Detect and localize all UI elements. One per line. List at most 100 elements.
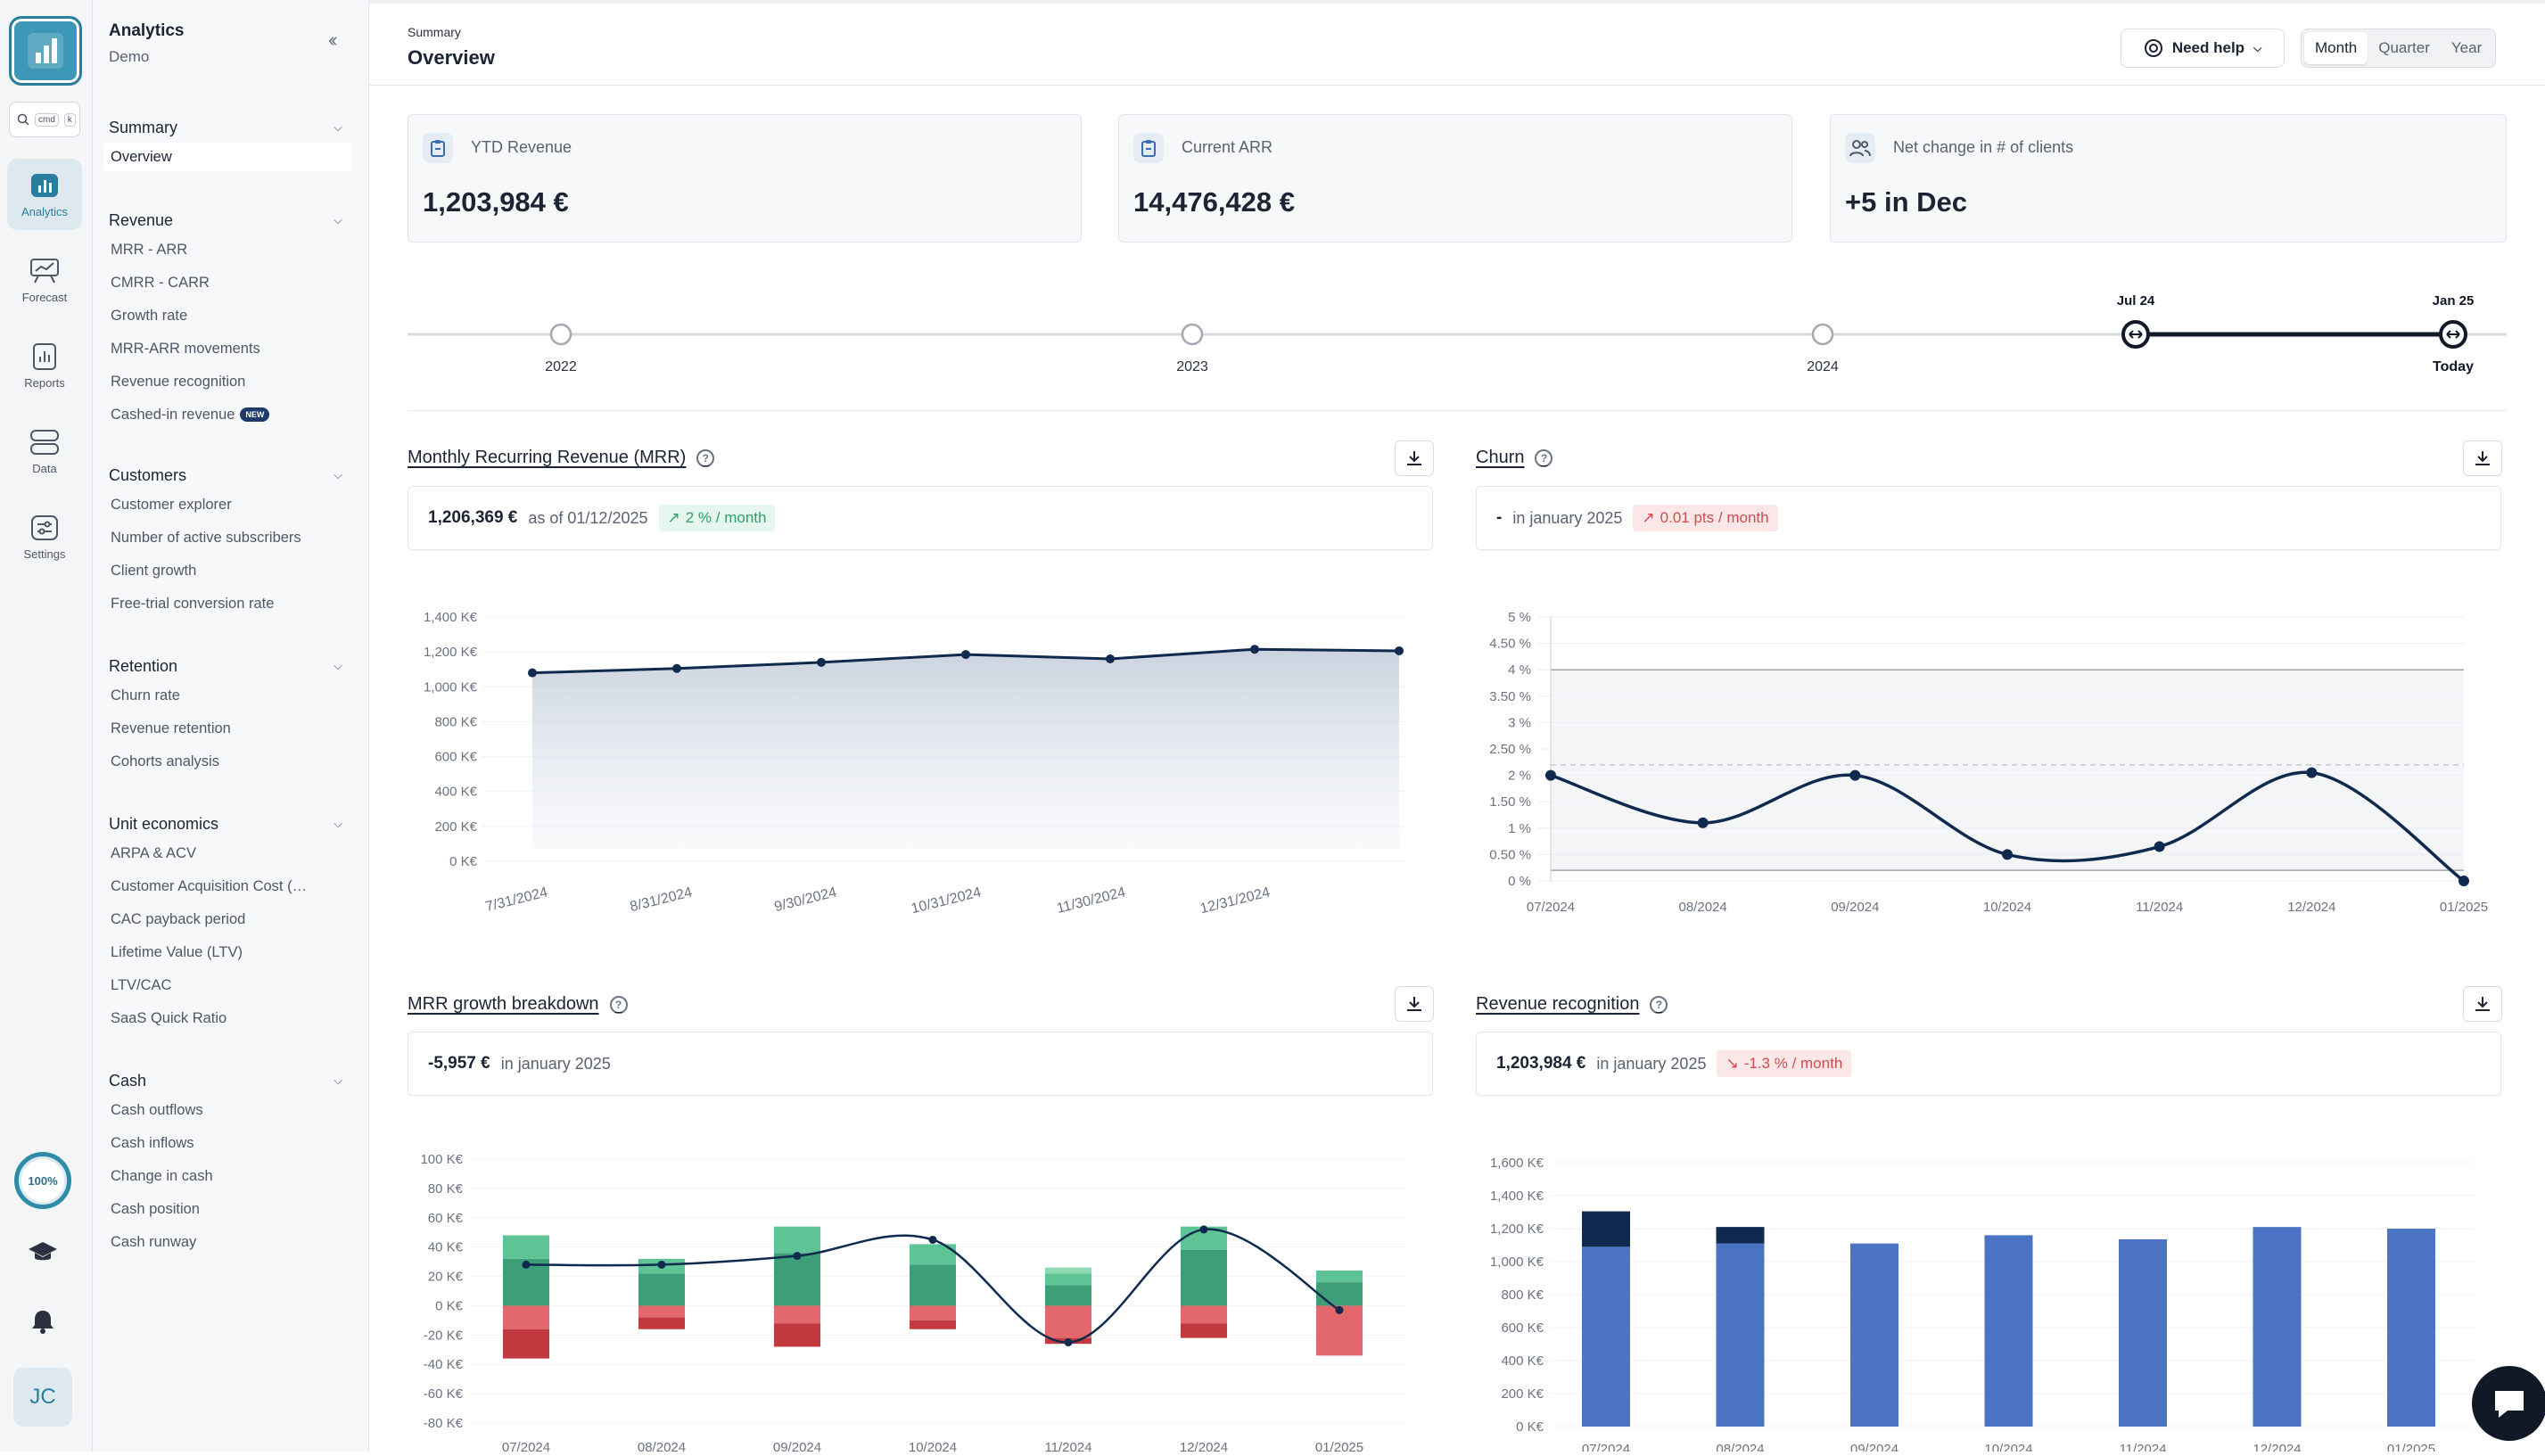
help-circle-icon[interactable]: ?	[609, 995, 628, 1014]
period-quarter[interactable]: Quarter	[2378, 39, 2430, 56]
nav-item[interactable]: Free-trial conversion rate	[111, 596, 275, 612]
kpi-ytd-revenue: YTD Revenue 1,203,984 €	[408, 114, 1082, 243]
app-logo[interactable]	[9, 16, 82, 86]
nav-item[interactable]: Cash inflows	[111, 1135, 194, 1151]
nav-item[interactable]: Change in cash	[111, 1168, 213, 1184]
download-button[interactable]	[2463, 440, 2502, 476]
churn-card-title[interactable]: Churn?	[1476, 448, 1553, 468]
nav-section-header[interactable]: Retention ⌵	[109, 656, 342, 675]
nav-item[interactable]: Cash outflows	[111, 1102, 203, 1118]
rail-item-data[interactable]: Data	[7, 415, 82, 487]
timeline-year-2022[interactable]: 2022	[545, 323, 577, 374]
download-button[interactable]	[2463, 986, 2502, 1022]
breadcrumb[interactable]: Summary	[408, 25, 461, 39]
kpi-label: Current ARR	[1182, 138, 1273, 156]
need-help-button[interactable]: Need help ⌵	[2121, 29, 2285, 68]
nav-item[interactable]: Revenue recognition	[111, 374, 246, 390]
rail-item-settings[interactable]: Settings	[7, 501, 82, 572]
nav-item[interactable]: Growth rate	[111, 308, 188, 324]
y-tick-label: -20 K€	[424, 1328, 464, 1343]
chat-button[interactable]	[2472, 1366, 2545, 1441]
nav-item[interactable]: Cash runway	[111, 1234, 197, 1250]
churn-period: in january 2025	[1512, 508, 1623, 527]
workspace-name: Demo	[109, 48, 150, 65]
rail-item-forecast[interactable]: Forecast	[7, 244, 82, 316]
bar-segment	[2387, 1229, 2435, 1427]
nav-section-header[interactable]: Revenue ⌵	[109, 210, 342, 229]
kpi-current-arr: Current ARR 14,476,428 €	[1118, 114, 1792, 243]
nav-item[interactable]: Number of active subscribers	[111, 530, 301, 546]
kpi-label: Net change in # of clients	[1893, 138, 2074, 156]
net-point	[657, 1260, 666, 1269]
revrec-card-title[interactable]: Revenue recognition?	[1476, 994, 1668, 1015]
report-icon	[29, 342, 60, 371]
growth-value: -5,957 €	[428, 1054, 490, 1073]
mrr-card-title[interactable]: Monthly Recurring Revenue (MRR)?	[408, 448, 715, 468]
period-month[interactable]: Month	[2304, 32, 2368, 64]
nav-item[interactable]: Lifetime Value (LTV)	[111, 944, 243, 960]
nav-item[interactable]: SaaS Quick Ratio	[111, 1010, 227, 1026]
nav-item[interactable]: CMRR - CARR	[111, 275, 210, 291]
growth-card-title[interactable]: MRR growth breakdown?	[408, 994, 628, 1015]
nav-section-header[interactable]: Unit economics ⌵	[109, 814, 342, 833]
nav-item[interactable]: Revenue retention	[111, 720, 231, 736]
y-tick-label: 0.50 %	[1489, 847, 1531, 862]
nav-item[interactable]: Cash position	[111, 1201, 200, 1217]
command-search[interactable]: cmd k	[9, 102, 80, 137]
help-circle-icon[interactable]: ?	[1535, 448, 1553, 467]
x-tick-label: 11/2024	[1044, 1440, 1091, 1452]
chevron-down-icon: ⌵	[334, 120, 342, 134]
nav-section-header[interactable]: Summary ⌵	[109, 118, 342, 136]
kpi-value: +5 in Dec	[1845, 186, 1967, 218]
help-circle-icon[interactable]: ?	[696, 448, 715, 467]
nav-item-cashed-in-revenue[interactable]: Cashed-in revenue NEW	[109, 399, 351, 432]
nav-item-overview[interactable]: Overview	[103, 143, 351, 171]
chevron-down-icon: ⌵	[2253, 41, 2262, 54]
nav-item[interactable]: Customer explorer	[111, 497, 232, 513]
collapse-sidebar-icon[interactable]: ‹‹	[328, 29, 337, 51]
download-button[interactable]	[1395, 440, 1434, 476]
churn-point	[1545, 769, 1556, 781]
y-tick-label: -40 K€	[424, 1357, 464, 1372]
download-button[interactable]	[1395, 986, 1434, 1022]
mrr-as-of: as of 01/12/2025	[528, 508, 648, 527]
timeline-year-2023[interactable]: 2023	[1176, 323, 1208, 374]
nav-item[interactable]: Churn rate	[111, 687, 180, 703]
bell-icon[interactable]	[14, 1293, 71, 1350]
timeline-year-2024[interactable]: 2024	[1807, 323, 1839, 374]
y-tick-label: 1 %	[1508, 821, 1531, 836]
timeline-end-handle[interactable]: Jan 25 Today	[2433, 293, 2475, 374]
nav-item[interactable]: ARPA & ACV	[111, 845, 196, 861]
kpi-label: YTD Revenue	[471, 138, 572, 156]
nav-item[interactable]: LTV/CAC	[111, 977, 172, 993]
page-title: Overview	[408, 46, 495, 69]
nav-item[interactable]: Customer Acquisition Cost (CAC)	[111, 878, 316, 894]
nav-section-header[interactable]: Cash ⌵	[109, 1071, 342, 1090]
chevron-down-icon: ⌵	[334, 1073, 342, 1087]
period-timeline[interactable]: 2022 2023 2024 Jul 24 Jan 25 Today	[408, 285, 2507, 383]
graduation-cap-icon[interactable]	[14, 1223, 71, 1280]
rail-item-analytics[interactable]: Analytics	[7, 159, 82, 230]
bar-segment	[910, 1320, 956, 1329]
period-year[interactable]: Year	[2450, 39, 2483, 56]
x-tick-label: 11/30/2024	[1055, 884, 1127, 917]
chevron-down-icon: ⌵	[334, 817, 342, 830]
avatar[interactable]: JC	[13, 1368, 72, 1427]
help-circle-icon[interactable]: ?	[1650, 995, 1668, 1014]
nav-item[interactable]: Cohorts analysis	[111, 753, 219, 769]
timeline-start-handle[interactable]: Jul 24	[2117, 293, 2155, 349]
chevron-down-icon: ⌵	[334, 213, 342, 226]
setup-progress[interactable]: 100%	[14, 1152, 71, 1209]
y-tick-label: 600 K€	[1501, 1320, 1544, 1336]
x-tick-label: 8/31/2024	[629, 884, 694, 915]
nav-item[interactable]: MRR - ARR	[111, 242, 188, 258]
top-bar: Summary Overview Need help ⌵ Month Quart…	[369, 0, 2545, 86]
nav-item[interactable]: CAC payback period	[111, 911, 246, 927]
rail-item-reports[interactable]: Reports	[7, 330, 82, 401]
nav-item[interactable]: Client growth	[111, 563, 197, 579]
nav-section-header[interactable]: Customers ⌵	[109, 465, 342, 484]
bar-chart-icon	[29, 171, 60, 200]
nav-item[interactable]: MRR-ARR movements	[111, 341, 260, 357]
download-icon	[2475, 451, 2490, 465]
nav-section-retention: Retention ⌵ Churn rate Revenue retention …	[109, 653, 351, 778]
